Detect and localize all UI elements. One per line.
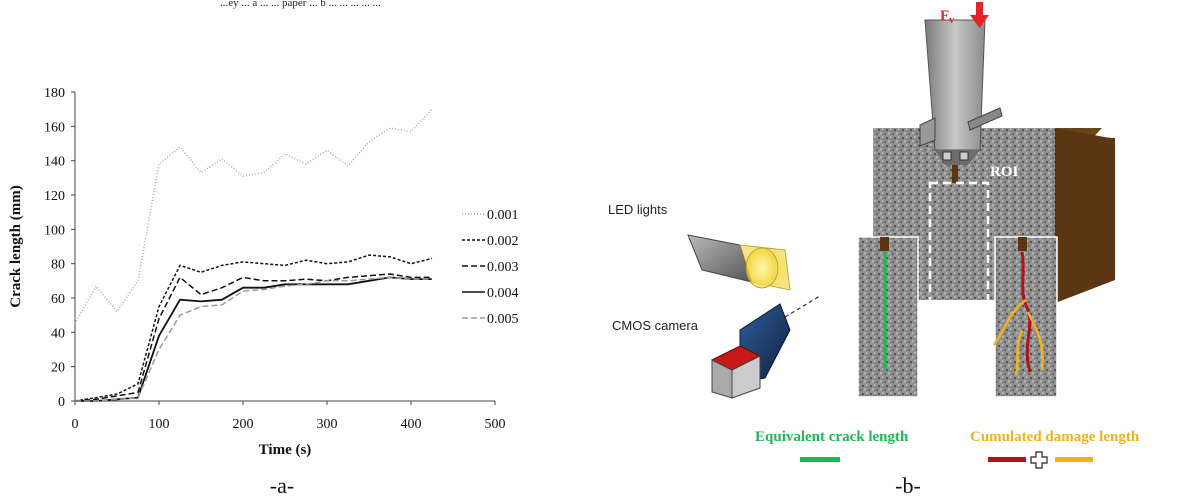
legend-label-0.005: 0.005 [487, 312, 519, 327]
y-tick-label: 40 [51, 326, 65, 341]
plus-icon [1030, 451, 1048, 469]
cumulated-damage-label: Cumulated damage length [970, 429, 1140, 445]
series-line-0.005 [75, 276, 432, 402]
chart-axes [71, 91, 496, 405]
y-tick-label: 120 [44, 189, 65, 204]
y-tick-label: 180 [44, 86, 65, 101]
x-axis-title: Time (s) [259, 442, 312, 458]
series-line-0.003 [74, 273, 432, 402]
cmos-camera-icon [710, 295, 821, 399]
y-tick-label: 60 [51, 292, 65, 307]
red-crack-swatch [988, 457, 1026, 462]
y-tick-labels: 0 20 40 60 80 100 120 140 160 180 [44, 86, 65, 410]
series-layer [74, 108, 433, 402]
notch [952, 165, 958, 183]
x-tick-label: 500 [485, 417, 506, 432]
series-line-0.002 [74, 254, 433, 402]
legend-label-0.002: 0.002 [487, 234, 519, 249]
series-line-0.001 [74, 108, 433, 325]
experimental-setup-diagram: Fv ROI LED lights CMOS camera Equivalent… [608, 2, 1140, 498]
x-tick-label: 100 [149, 417, 170, 432]
y-tick-label: 20 [51, 361, 65, 376]
led-lights-icon [687, 234, 791, 291]
loading-wedge [919, 19, 1003, 165]
x-tick-label: 300 [317, 417, 338, 432]
legend-label-0.001: 0.001 [487, 208, 519, 223]
cmos-camera-label: CMOS camera [612, 318, 699, 333]
y-tick-label: 140 [44, 155, 65, 170]
crack-length-chart: 0 20 40 60 80 100 120 140 160 180 0 100 200 300 400 50… [8, 86, 519, 498]
y-tick-label: 160 [44, 120, 65, 135]
y-tick-label: 80 [51, 258, 65, 273]
legend-label-0.004: 0.004 [487, 286, 519, 301]
force-label: Fv [940, 8, 954, 26]
force-arrow [970, 2, 989, 28]
yellow-crack-swatch [1055, 457, 1093, 462]
panel-b-label: -b- [895, 473, 921, 498]
roi-box [928, 181, 990, 305]
led-lights-label: LED lights [608, 202, 668, 217]
roi-label: ROI [990, 164, 1019, 180]
equivalent-crack-label: Equivalent crack length [755, 429, 909, 445]
x-tick-label: 200 [233, 417, 254, 432]
y-tick-label: 0 [58, 395, 65, 410]
y-axis-title: Crack length (mm) [8, 185, 24, 307]
cumulated-formula [988, 451, 1093, 469]
inset-cumulated-damage [992, 236, 1058, 398]
x-tick-label: 400 [401, 417, 422, 432]
panel-a-label: -a- [270, 473, 294, 498]
series-line-0.004 [75, 276, 432, 402]
x-tick-labels: 0 100 200 300 400 500 [72, 417, 506, 432]
y-tick-label: 100 [44, 223, 65, 238]
inset-equivalent-crack [857, 236, 919, 398]
top-caption-fragment: ...ey ... a ... ... paper ... b ... ... … [220, 0, 381, 9]
legend-label-0.003: 0.003 [487, 260, 519, 275]
chart-legend: 0.001 0.002 0.003 0.004 0.005 [462, 208, 519, 327]
equivalent-line-swatch [800, 457, 840, 462]
x-tick-label: 0 [72, 417, 79, 432]
